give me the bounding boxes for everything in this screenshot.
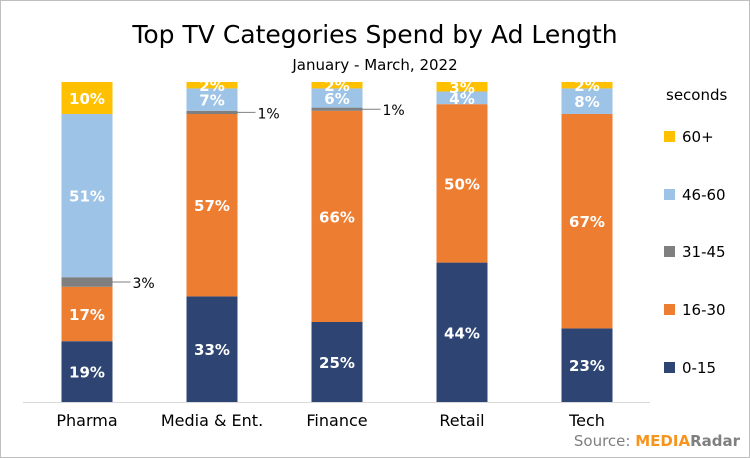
bar-pharma-31-45: [61, 277, 113, 287]
legend-swatch-31-45: [664, 246, 675, 257]
bar-tech-0-15: [561, 328, 613, 402]
data-label-tech-46-60: 8%: [574, 93, 599, 111]
bar-media-ent-0-15: [186, 296, 238, 402]
chart-title: Top TV Categories Spend by Ad Length: [132, 20, 618, 49]
bar-retail-0-15: [436, 262, 488, 402]
data-label-pharma-60: 10%: [69, 90, 105, 108]
data-label-finance-46-60: 6%: [324, 90, 349, 108]
bar-finance-60: [311, 82, 363, 89]
data-label-tech-16-30: 67%: [569, 213, 605, 231]
bar-pharma-46-60: [61, 114, 113, 278]
source-credit: Source: MEDIARadar: [574, 432, 740, 450]
bar-media-ent-46-60: [186, 88, 238, 111]
bar-finance-46-60: [311, 88, 363, 108]
bar-media-ent-16-30: [186, 114, 238, 297]
legend-label-0-15: 0-15: [682, 359, 716, 377]
legend-label-31-45: 31-45: [682, 243, 726, 261]
bar-pharma-16-30: [61, 286, 113, 342]
bar-retail-60: [436, 82, 488, 92]
x-tick-label-finance: Finance: [306, 411, 367, 430]
data-label-pharma-31-45: 3%: [133, 276, 155, 292]
bar-retail-46-60: [436, 91, 488, 105]
x-tick-label-tech: Tech: [568, 411, 605, 430]
data-label-media-ent-31-45: 1%: [258, 106, 280, 122]
brand-media: MEDIA: [635, 432, 691, 450]
legend-label-16-30: 16-30: [682, 301, 726, 319]
data-label-pharma-16-30: 17%: [69, 306, 105, 324]
bar-finance-31-45: [311, 107, 363, 111]
legend-swatch-16-30: [664, 304, 675, 315]
chart-subtitle: January - March, 2022: [292, 56, 458, 74]
x-tick-label-media-ent: Media & Ent.: [161, 411, 263, 430]
bar-retail-16-30: [436, 104, 488, 263]
bar-finance-0-15: [311, 322, 363, 402]
x-tick-label-pharma: Pharma: [56, 411, 117, 430]
data-label-pharma-0-15: 19%: [69, 364, 105, 382]
data-label-retail-46-60: 4%: [449, 90, 474, 108]
bar-pharma-60: [61, 82, 113, 114]
bar-tech-60: [561, 82, 613, 89]
bar-media-ent-60: [186, 82, 238, 89]
data-label-finance-16-30: 66%: [319, 208, 355, 226]
data-label-retail-0-15: 44%: [444, 324, 480, 342]
bar-pharma-0-15: [61, 341, 113, 402]
source-prefix: Source:: [573, 432, 636, 450]
legend-label-60: 60+: [682, 128, 714, 146]
legend-swatch-60: [664, 131, 675, 142]
data-label-tech-0-15: 23%: [569, 357, 605, 375]
brand-radar: Radar: [690, 432, 740, 450]
data-label-pharma-46-60: 51%: [69, 188, 105, 206]
data-label-finance-31-45: 1%: [383, 103, 405, 119]
bar-tech-16-30: [561, 114, 613, 329]
data-label-retail-60: 3%: [449, 79, 474, 97]
legend-label-46-60: 46-60: [682, 186, 726, 204]
bar-media-ent-31-45: [186, 110, 238, 114]
data-label-media-ent-60: 2%: [199, 77, 224, 95]
legend-swatch-46-60: [664, 189, 675, 200]
data-label-finance-0-15: 25%: [319, 354, 355, 372]
legend-title: seconds: [666, 86, 727, 104]
data-label-tech-60: 2%: [574, 77, 599, 95]
data-label-retail-16-30: 50%: [444, 175, 480, 193]
bar-finance-16-30: [311, 110, 363, 322]
legend-swatch-0-15: [664, 362, 675, 373]
x-tick-label-retail: Retail: [439, 411, 484, 430]
bar-tech-46-60: [561, 88, 613, 114]
data-label-media-ent-0-15: 33%: [194, 341, 230, 359]
data-label-media-ent-16-30: 57%: [194, 197, 230, 215]
data-label-finance-60: 2%: [324, 77, 349, 95]
data-label-media-ent-46-60: 7%: [199, 92, 224, 110]
